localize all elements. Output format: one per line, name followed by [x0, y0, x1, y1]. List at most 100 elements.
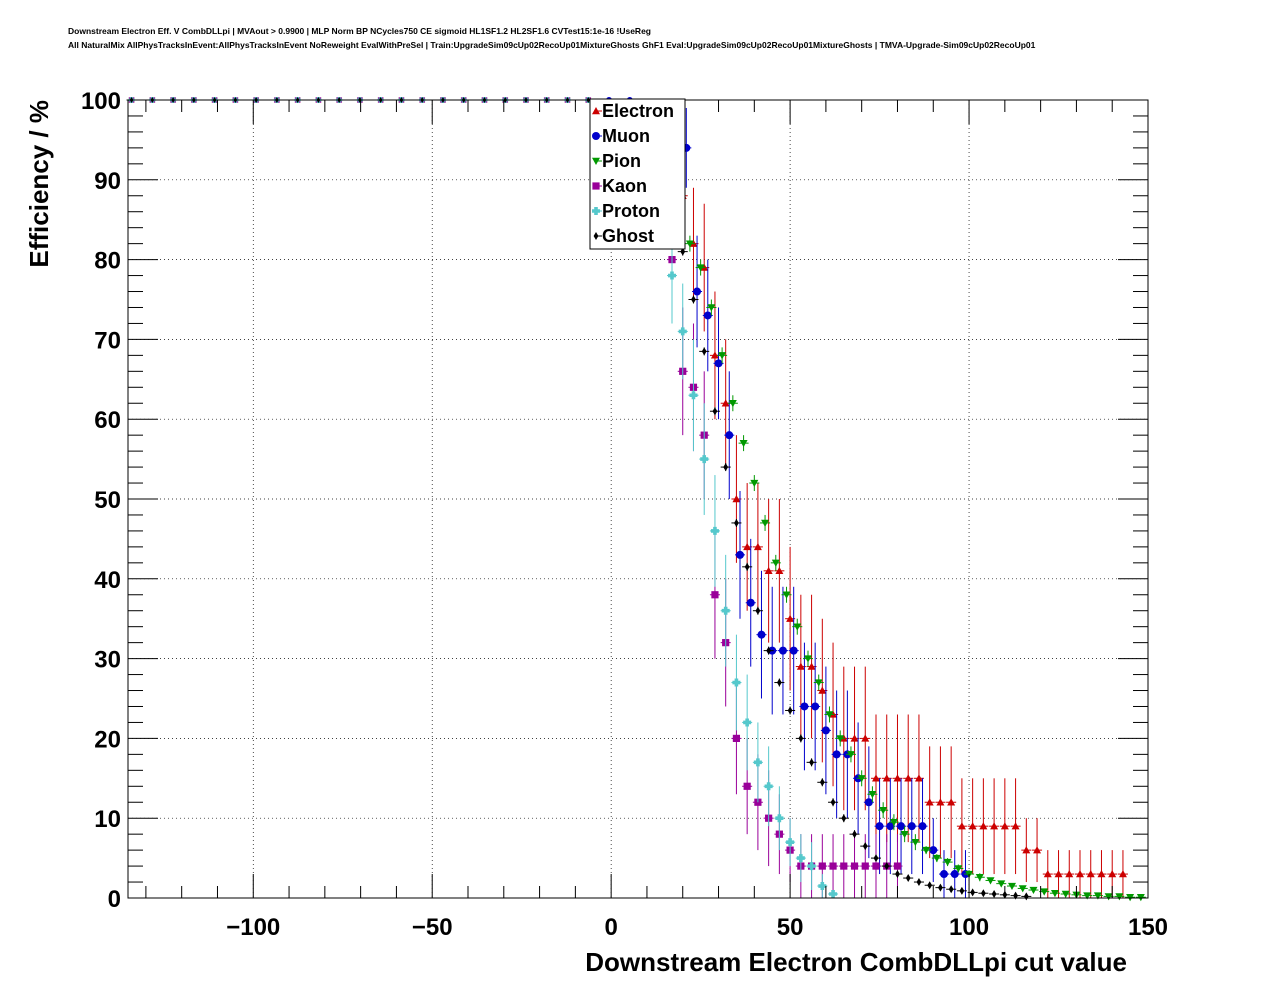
electron-point: [1043, 870, 1052, 878]
ghost-point: [766, 646, 772, 655]
pion-point: [782, 591, 791, 599]
x-axis-title: Downstream Electron CombDLLpi cut value: [585, 947, 1127, 977]
ghost-point: [959, 886, 965, 895]
ghost-point: [787, 706, 793, 715]
muon-point: [693, 287, 702, 296]
series-kaon: [126, 97, 903, 898]
electron-point: [1033, 846, 1042, 854]
proton-point: [807, 862, 816, 871]
muon-point: [886, 822, 895, 831]
proton-point: [689, 391, 698, 400]
ghost-point: [1023, 892, 1029, 901]
kaon-point: [711, 591, 719, 599]
pion-point: [1093, 892, 1102, 900]
ghost-point: [798, 734, 804, 743]
legend-label-electron: Electron: [602, 101, 674, 121]
proton-point: [721, 606, 730, 615]
ghost-point: [970, 888, 976, 897]
pion-point: [761, 519, 770, 527]
legend-marker-pion: [592, 157, 600, 165]
electron-point: [947, 798, 956, 806]
ghost-point: [884, 862, 890, 871]
electron-point: [721, 399, 730, 407]
ghost-point: [895, 870, 900, 879]
electron-point: [904, 774, 913, 782]
ghost-point: [927, 881, 933, 890]
legend-label-proton: Proton: [602, 201, 660, 221]
pion-point: [911, 838, 920, 847]
muon-point: [875, 822, 884, 831]
legend-box: [589, 98, 686, 250]
kaon-point: [872, 862, 880, 870]
ghost-point: [841, 814, 847, 823]
proton-point: [818, 882, 827, 891]
y-tick-label: 30: [94, 647, 121, 674]
electron-point: [1097, 870, 1106, 878]
pion-point: [868, 791, 877, 799]
pion-point: [836, 735, 845, 743]
y-axis-title: Efficiency / %: [24, 100, 54, 268]
y-tick-label: 70: [94, 327, 121, 354]
electron-point: [872, 774, 880, 782]
ghost-point: [701, 347, 707, 356]
muon-point: [950, 870, 959, 879]
pion-point: [997, 880, 1006, 888]
pion-point: [1050, 890, 1059, 898]
y-tick-label: 60: [94, 407, 121, 434]
pion-point: [685, 240, 694, 248]
pion-point: [1040, 888, 1049, 896]
proton-point: [829, 890, 838, 899]
legend-label-ghost: Ghost: [602, 226, 654, 246]
proton-point: [743, 718, 752, 727]
pion-point: [696, 264, 705, 272]
ghost-point: [691, 295, 696, 304]
ghost-point: [734, 518, 739, 527]
electron-point: [861, 734, 870, 742]
electron-point: [957, 822, 966, 830]
x-tick-label: −50: [412, 914, 453, 941]
electron-point: [786, 614, 795, 622]
pion-point: [986, 877, 995, 885]
pion-point: [879, 807, 888, 815]
legend-marker-electron: [592, 107, 600, 115]
electron-point: [1065, 870, 1074, 878]
pion-point: [954, 865, 963, 873]
proton-point: [764, 782, 773, 791]
electron-point: [925, 798, 934, 806]
x-tick-label: 150: [1128, 914, 1168, 941]
pion-point: [900, 830, 909, 839]
ghost-point: [776, 678, 782, 687]
ghost-point: [916, 878, 922, 887]
electron-point: [807, 662, 816, 670]
pion-point: [825, 711, 834, 719]
muon-point: [746, 598, 755, 607]
muon-point: [703, 311, 712, 320]
pion-point: [739, 439, 748, 448]
electron-point: [1108, 870, 1117, 878]
pion-point: [804, 655, 812, 663]
ghost-point: [948, 885, 954, 894]
electron-point: [818, 686, 827, 694]
kaon-point: [743, 782, 751, 790]
ghost-point: [723, 463, 729, 472]
muon-point: [811, 702, 820, 711]
muon-point: [800, 702, 809, 711]
pion-point: [771, 559, 780, 567]
pion-point: [922, 846, 931, 855]
electron-point: [1000, 822, 1009, 830]
electron-point: [990, 822, 999, 830]
proton-point: [796, 854, 805, 863]
ghost-point: [980, 889, 986, 898]
muon-point: [821, 726, 830, 735]
electron-point: [1054, 870, 1063, 878]
muon-point: [725, 431, 734, 440]
electron-point: [1011, 822, 1020, 830]
legend: Electron Muon Pion Kaon Proton Ghost: [589, 98, 686, 250]
electron-point: [1086, 870, 1095, 878]
muon-point: [778, 646, 787, 655]
electron-point: [893, 774, 902, 782]
pion-point: [750, 479, 759, 488]
electron-point: [968, 822, 977, 830]
pion-point: [793, 623, 802, 631]
electron-point: [882, 774, 891, 782]
